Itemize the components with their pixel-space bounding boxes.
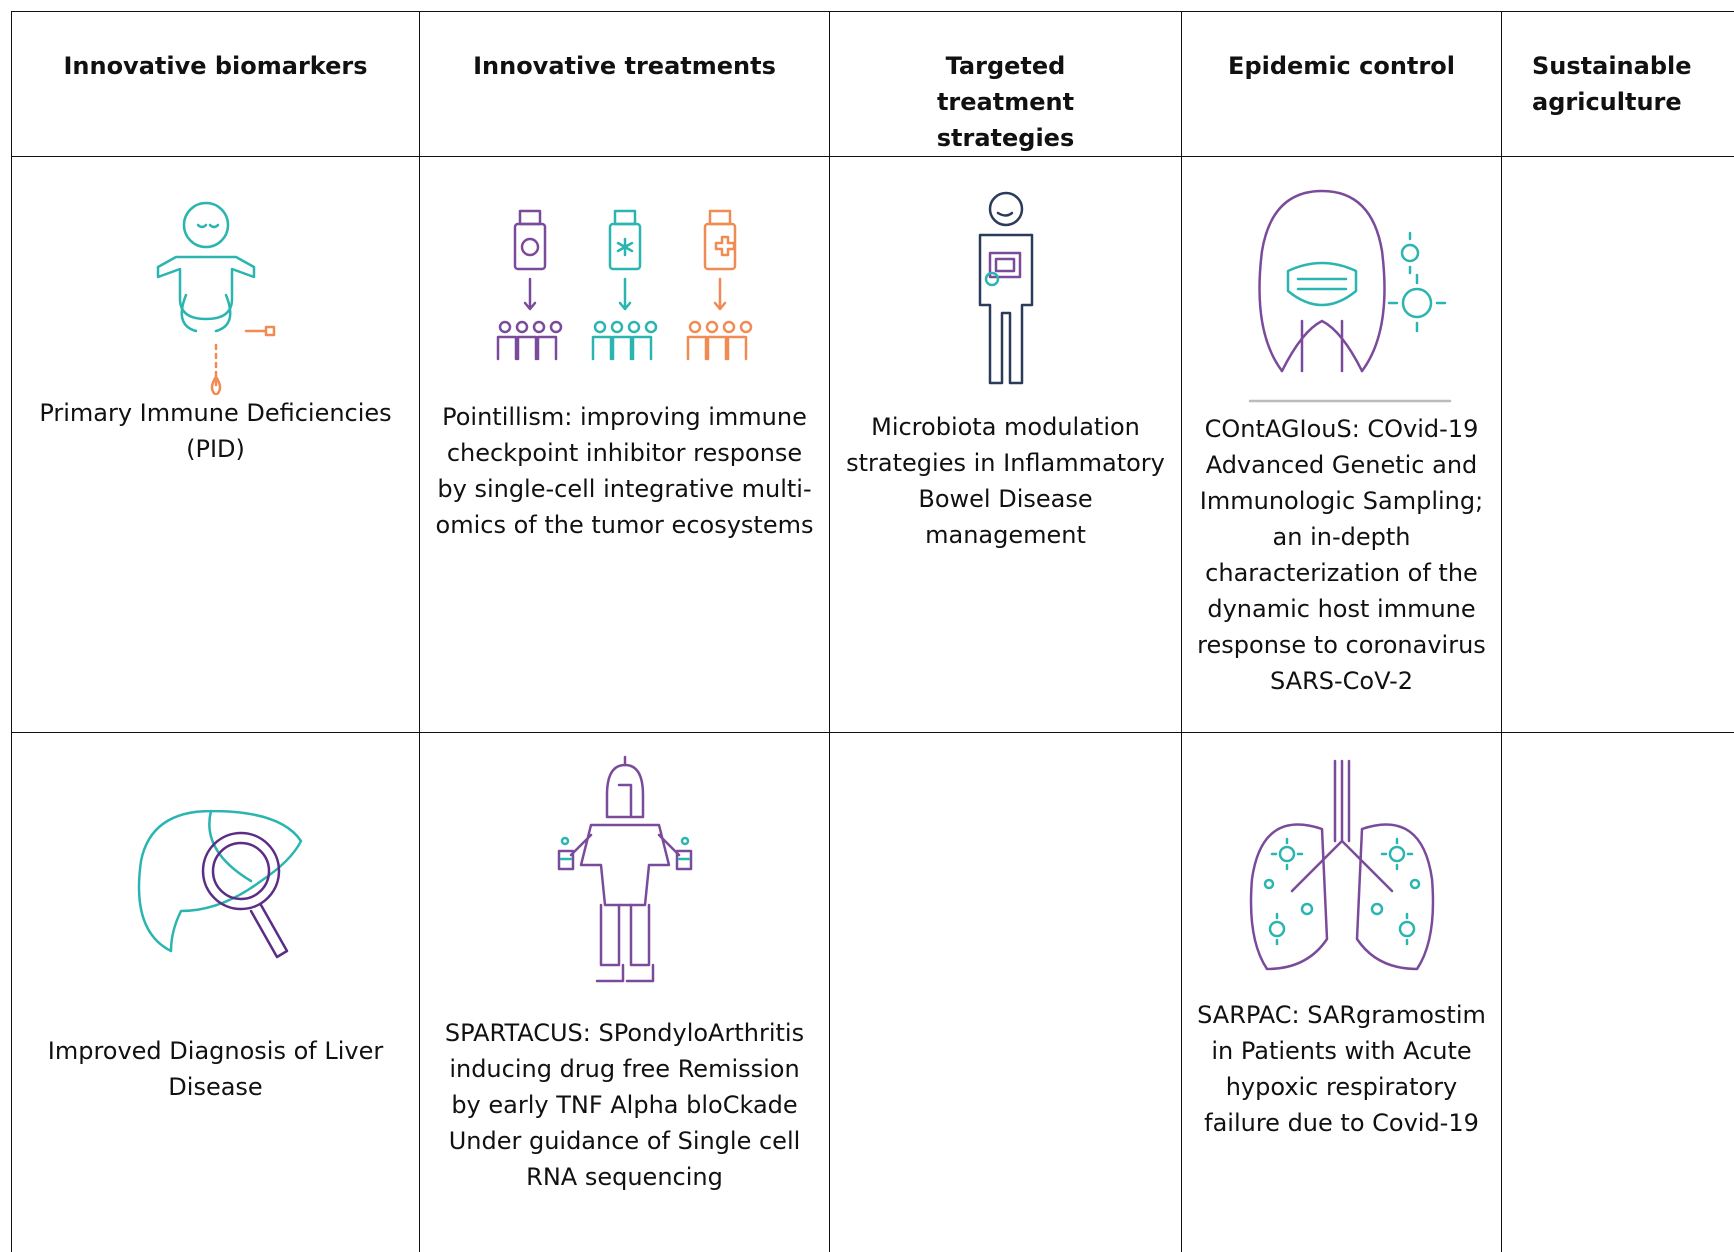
cell: SPARTACUS: SPondyloArthritis inducing dr… xyxy=(419,732,830,1252)
bottles-icon xyxy=(496,209,752,361)
header-cell: Innovative treatments xyxy=(419,11,830,157)
cell: Improved Diagnosis of Liver Disease xyxy=(11,732,420,1252)
cell: SARPAC: SARgramostim in Patients with Ac… xyxy=(1181,732,1502,1252)
row: Primary Immune Deficiencies (PID) Pointi… xyxy=(11,156,1734,733)
cell: Microbiota modulation strategies in Infl… xyxy=(829,156,1182,733)
cell: COntAGIouS: COvid-19 Advanced Genetic an… xyxy=(1181,156,1502,733)
cell xyxy=(1501,732,1734,1252)
intestine-icon xyxy=(978,191,1033,385)
header-cell: Epidemic control xyxy=(1181,11,1502,157)
cell-text: SPARTACUS: SPondyloArthritis inducing dr… xyxy=(444,1019,805,1191)
cell: Primary Immune Deficiencies (PID) xyxy=(11,156,420,733)
page: Innovative biomarkers Innovative treatme… xyxy=(11,11,1734,1252)
row: Improved Diagnosis of Liver Disease SPAR… xyxy=(11,732,1734,1252)
liver-icon xyxy=(137,809,302,959)
baby-icon xyxy=(156,201,275,395)
cell-text: Microbiota modulation strategies in Infl… xyxy=(846,413,1165,549)
cell-text: Pointillism: improving immune checkpoint… xyxy=(435,403,814,539)
spartan-icon xyxy=(557,755,692,983)
cell xyxy=(1501,156,1734,733)
cell-text: Primary Immune Deficiencies (PID) xyxy=(39,399,392,463)
cell xyxy=(829,732,1182,1252)
project-table: Innovative biomarkers Innovative treatme… xyxy=(11,11,1734,1252)
cell-text: SARPAC: SARgramostim in Patients with Ac… xyxy=(1197,1001,1486,1137)
mask-icon xyxy=(1248,189,1451,403)
cell-text: Improved Diagnosis of Liver Disease xyxy=(47,1037,384,1101)
header-cell: Targeted treatment strategies xyxy=(829,11,1182,157)
header-cell: Innovative biomarkers xyxy=(11,11,420,157)
lungs-icon xyxy=(1249,759,1434,971)
header-cell: Sustainable agriculture xyxy=(1501,11,1734,157)
header-row: Innovative biomarkers Innovative treatme… xyxy=(11,11,1734,157)
cell: Pointillism: improving immune checkpoint… xyxy=(419,156,830,733)
cell-text: COntAGIouS: COvid-19 Advanced Genetic an… xyxy=(1197,415,1486,695)
